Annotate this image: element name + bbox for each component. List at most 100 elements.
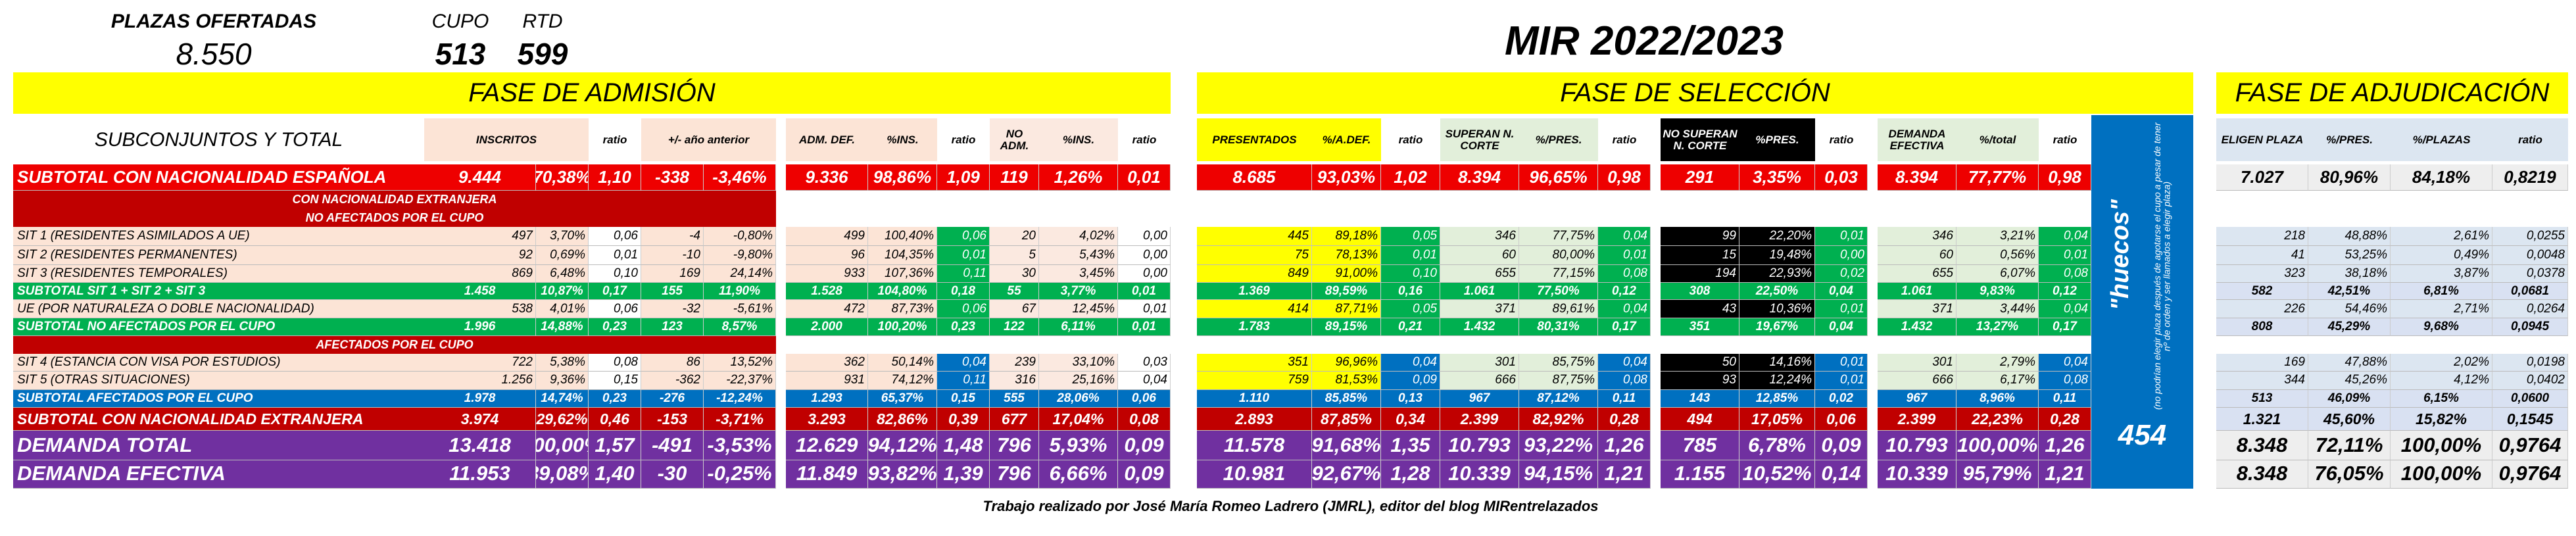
cell: 0,00 [1118, 264, 1171, 283]
cell: 0,46 [589, 408, 641, 431]
cell: 1.256 [424, 372, 536, 390]
cell: 0,01 [1118, 164, 1171, 191]
cell: -362 [641, 372, 704, 390]
cell: 10,87% [536, 283, 589, 301]
cell: 0,09 [1381, 372, 1440, 390]
cell: 0,04 [937, 353, 990, 372]
cell: 9,36% [536, 372, 589, 390]
huecos-value: 454 [2118, 419, 2167, 452]
cell: 0,0600 [2492, 389, 2568, 408]
cell: 60 [1440, 245, 1519, 265]
cell: 582 [2216, 283, 2308, 301]
cell: 3,44% [1956, 300, 2039, 318]
cell: 0,23 [937, 318, 990, 337]
cell: 96,65% [1519, 164, 1598, 191]
section-label: NO AFECTADOS POR EL CUPO [305, 210, 484, 224]
cell: 1,39 [937, 460, 990, 489]
cell: 1.061 [1878, 283, 1956, 301]
cell: 1,26 [2039, 431, 2091, 460]
cell: 85,75% [1519, 353, 1598, 372]
cell: 0,11 [937, 264, 990, 283]
cell: 87,85% [1312, 408, 1381, 431]
cell: 538 [424, 300, 536, 318]
cell: -3,46% [704, 164, 776, 191]
cell: 555 [990, 389, 1039, 408]
cell: 6,11% [1039, 318, 1118, 337]
cell: 0,0402 [2492, 372, 2568, 390]
cell: 19,67% [1739, 318, 1815, 337]
cell: 497 [424, 227, 536, 246]
cell: 0,04 [1118, 372, 1171, 390]
cell: 10.981 [1197, 460, 1312, 489]
cell: 50,14% [868, 353, 937, 372]
cell: 72,11% [2308, 431, 2391, 460]
cell: 371 [1878, 300, 1956, 318]
cell: 8.394 [1440, 164, 1519, 191]
cell: 30 [990, 264, 1039, 283]
column-header: %PRES. [1739, 118, 1815, 161]
cell: 86 [641, 353, 704, 372]
cell: -3,53% [704, 431, 776, 460]
cell: 5,93% [1039, 431, 1118, 460]
column-header: ratio [1815, 118, 1868, 161]
cell: 0,0681 [2492, 283, 2568, 301]
cell: 0,02 [1815, 389, 1868, 408]
cell: 0,17 [2039, 318, 2091, 337]
column-header: %INS. [1039, 118, 1118, 161]
cell: 77,77% [1956, 164, 2039, 191]
cell: 87,75% [1519, 372, 1598, 390]
column-header: ADM. DEF. [786, 118, 868, 161]
cell: 87,73% [868, 300, 937, 318]
cell: 92,67% [1312, 460, 1381, 489]
cell: 28,06% [1039, 389, 1118, 408]
cell: -4 [641, 227, 704, 246]
cell: 0,01 [1815, 372, 1868, 390]
row-label: SUBTOTAL CON NACIONALIDAD ESPAÑOLA [13, 164, 424, 191]
cell: 12.629 [786, 431, 868, 460]
cell: 8,96% [1956, 389, 2039, 408]
cell: 100,00% [2391, 460, 2492, 489]
cell: 155 [641, 283, 704, 301]
cell: 13,52% [704, 353, 776, 372]
cell: 67 [990, 300, 1039, 318]
section-label: CON NACIONALIDAD EXTRANJERA [292, 193, 497, 207]
cell: 94,12% [868, 431, 937, 460]
cell: 0,09 [1118, 460, 1171, 489]
cell: 0,04 [2039, 300, 2091, 318]
cell: 0,00 [1118, 227, 1171, 246]
plazas-value: 8.550 [176, 37, 252, 72]
cell: 1,28 [1381, 460, 1440, 489]
cell: 1.321 [2216, 408, 2308, 431]
cell: -491 [641, 431, 704, 460]
cell: 316 [990, 372, 1039, 390]
cell: 42,51% [2308, 283, 2391, 301]
cell: 0,04 [1815, 283, 1868, 301]
cell: -338 [641, 164, 704, 191]
cell: 0,04 [1598, 227, 1651, 246]
cell: 65,37% [868, 389, 937, 408]
cell: 96,96% [1312, 353, 1381, 372]
cell: -5,61% [704, 300, 776, 318]
cell: 96 [786, 245, 868, 265]
cell: 1,26% [1039, 164, 1118, 191]
cell: 6,78% [1739, 431, 1815, 460]
cell: 22,20% [1739, 227, 1815, 246]
cell: 226 [2216, 300, 2308, 318]
cell: 1.996 [424, 318, 536, 337]
cell: 4,12% [2391, 372, 2492, 390]
cell: 1.369 [1197, 283, 1312, 301]
cell: 0,08 [589, 353, 641, 372]
cell: 0,04 [1815, 318, 1868, 337]
cell: 70,38% [536, 164, 589, 191]
cell: 0,08 [1598, 264, 1651, 283]
cell: 0,08 [2039, 264, 2091, 283]
cell: 0,09 [1118, 431, 1171, 460]
cell: 445 [1197, 227, 1312, 246]
cell: -10 [641, 245, 704, 265]
cell: 87,71% [1312, 300, 1381, 318]
cell: 95,79% [1956, 460, 2039, 489]
cell: 1.110 [1197, 389, 1312, 408]
cell: 0,10 [589, 264, 641, 283]
cell: 80,96% [2308, 164, 2391, 191]
cell: 344 [2216, 372, 2308, 390]
